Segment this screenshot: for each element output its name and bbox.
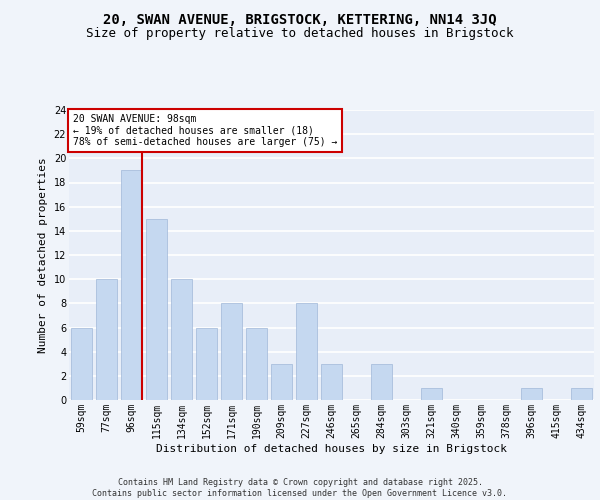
Bar: [71, 328, 92, 400]
Bar: [96, 279, 117, 400]
Bar: [271, 364, 292, 400]
Bar: [221, 304, 242, 400]
Y-axis label: Number of detached properties: Number of detached properties: [38, 157, 48, 353]
Bar: [321, 364, 342, 400]
Bar: [296, 304, 317, 400]
Bar: [171, 279, 192, 400]
Text: Size of property relative to detached houses in Brigstock: Size of property relative to detached ho…: [86, 28, 514, 40]
Bar: [196, 328, 217, 400]
Bar: [246, 328, 267, 400]
Bar: [121, 170, 142, 400]
Bar: [421, 388, 442, 400]
Bar: [371, 364, 392, 400]
X-axis label: Distribution of detached houses by size in Brigstock: Distribution of detached houses by size …: [156, 444, 507, 454]
Text: Contains HM Land Registry data © Crown copyright and database right 2025.
Contai: Contains HM Land Registry data © Crown c…: [92, 478, 508, 498]
Text: 20 SWAN AVENUE: 98sqm
← 19% of detached houses are smaller (18)
78% of semi-deta: 20 SWAN AVENUE: 98sqm ← 19% of detached …: [73, 114, 338, 148]
Bar: [521, 388, 542, 400]
Bar: [571, 388, 592, 400]
Text: 20, SWAN AVENUE, BRIGSTOCK, KETTERING, NN14 3JQ: 20, SWAN AVENUE, BRIGSTOCK, KETTERING, N…: [103, 12, 497, 26]
Bar: [146, 219, 167, 400]
